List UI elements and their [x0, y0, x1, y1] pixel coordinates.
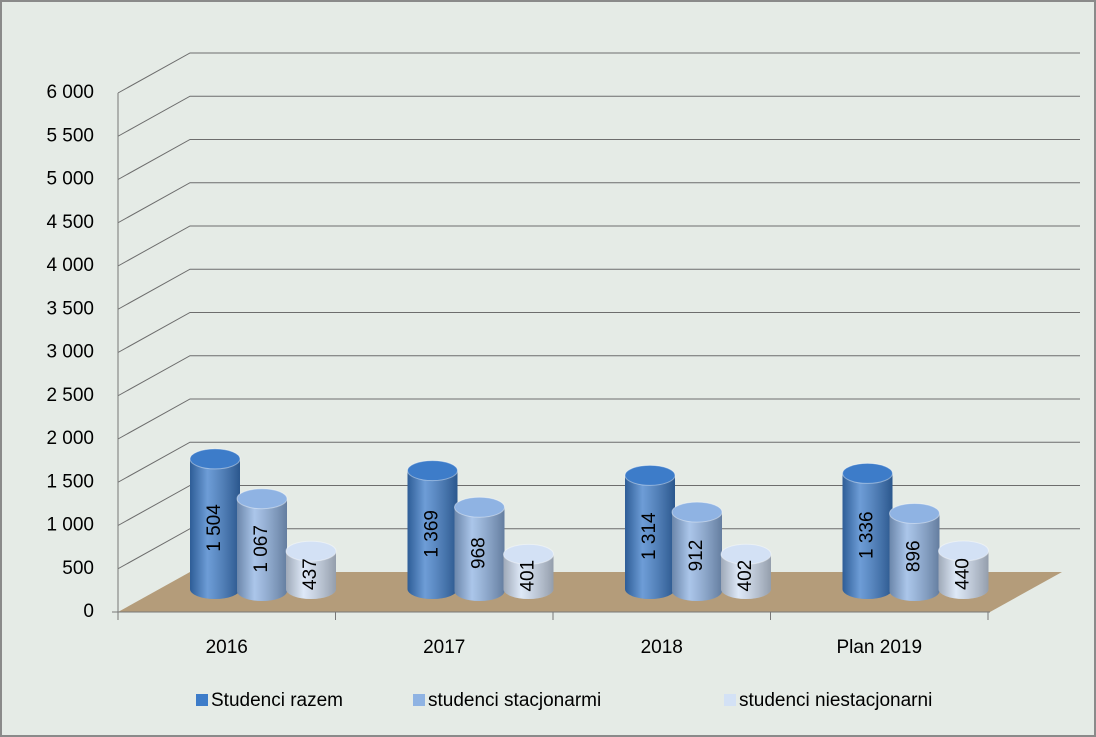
floor: [118, 572, 1062, 612]
value-label: 1 314: [639, 512, 660, 560]
x-tick-label: 2018: [641, 637, 683, 658]
cylinder-top: [671, 501, 723, 523]
grid: [112, 52, 1080, 613]
value-label: 912: [686, 540, 707, 572]
y-tick-label: 4 500: [46, 212, 94, 233]
grid-line: [117, 225, 1080, 267]
y-tick-label: 3 000: [46, 342, 94, 363]
value-label: 440: [953, 558, 974, 590]
cylinder-top: [454, 496, 505, 518]
cylinder-shade: [625, 589, 675, 599]
grid-line: [117, 139, 1080, 180]
grid-line: [117, 441, 1080, 483]
cylinder-shade: [190, 458, 240, 589]
cylinder-shade: [286, 589, 336, 599]
value-label: 402: [735, 560, 756, 592]
cylinder-top: [624, 464, 676, 486]
y-tick-label: 5 500: [46, 125, 94, 146]
cylinder-top: [236, 488, 288, 510]
grid-line: [117, 398, 1080, 440]
grid-line: [117, 182, 1080, 224]
value-label: 1 369: [422, 510, 443, 558]
y-tick-label: 5 000: [46, 169, 94, 190]
cylinder-shade: [721, 589, 771, 599]
y-tick-label: 1 000: [46, 515, 94, 536]
legend-swatch: [196, 694, 208, 706]
cylinder-shade: [625, 475, 675, 589]
cylinder-top: [285, 540, 337, 562]
x-tick-label: 2017: [423, 637, 465, 658]
grid-line: [117, 355, 1080, 397]
legend-label: studenci stacjonarmi: [428, 690, 601, 711]
cylinder-top: [189, 448, 241, 470]
cylinder-shade: [190, 589, 240, 599]
cylinder-shade: [503, 589, 554, 599]
value-label: 968: [469, 537, 490, 569]
y-tick-label: 2 500: [46, 385, 94, 406]
value-label: 1 504: [204, 504, 225, 552]
cylinder-shade: [889, 513, 940, 591]
cylinder-shade: [407, 470, 458, 589]
y-tick-label: 1 500: [46, 471, 94, 492]
y-tick-label: 3 500: [46, 298, 94, 319]
y-tick-label: 500: [62, 558, 94, 579]
cylinder-shade: [237, 498, 287, 591]
grid-line: [117, 95, 1080, 137]
cylinder-top: [720, 543, 772, 565]
cylinder-top: [842, 462, 893, 484]
cylinder-shade: [938, 589, 989, 599]
y-tick-label: 4 000: [46, 255, 94, 276]
x-tick-label: 2016: [206, 637, 248, 658]
legend-label: studenci niestacjonarni: [739, 690, 932, 711]
cylinder-top: [503, 543, 554, 565]
legend-swatch: [724, 694, 736, 706]
legend-swatch: [413, 694, 425, 706]
grid-line: [117, 52, 1080, 94]
value-label: 401: [518, 560, 539, 592]
legend-label: Studenci razem: [211, 690, 343, 711]
value-label: 896: [904, 540, 925, 572]
cylinder-top: [407, 460, 458, 482]
cylinder-shade: [672, 512, 722, 591]
cylinder-shade: [237, 591, 287, 601]
grid-line: [117, 268, 1080, 310]
value-label: 1 067: [251, 525, 272, 573]
cylinder-shade: [454, 591, 505, 601]
value-label: 437: [300, 558, 321, 590]
value-label: 1 336: [857, 511, 878, 559]
cylinder-shade: [842, 473, 893, 589]
plot: 1 504 1 369 1 314 1 336 1 067 968 912 896 437 401…: [189, 448, 989, 601]
grid-line: [117, 312, 1080, 353]
y-tick-label: 2 000: [46, 428, 94, 449]
cylinder-shade: [672, 591, 722, 601]
cylinder-shade: [842, 589, 893, 599]
cylinder-top: [889, 502, 940, 524]
cylinder-shade: [407, 589, 458, 599]
y-tick-label: 6 000: [46, 82, 94, 103]
y-tick-label: 0: [83, 601, 94, 622]
x-tick-label: Plan 2019: [836, 637, 922, 658]
cylinder-shade: [454, 507, 505, 591]
cylinder-top: [938, 540, 989, 562]
cylinder-shade: [889, 591, 940, 601]
